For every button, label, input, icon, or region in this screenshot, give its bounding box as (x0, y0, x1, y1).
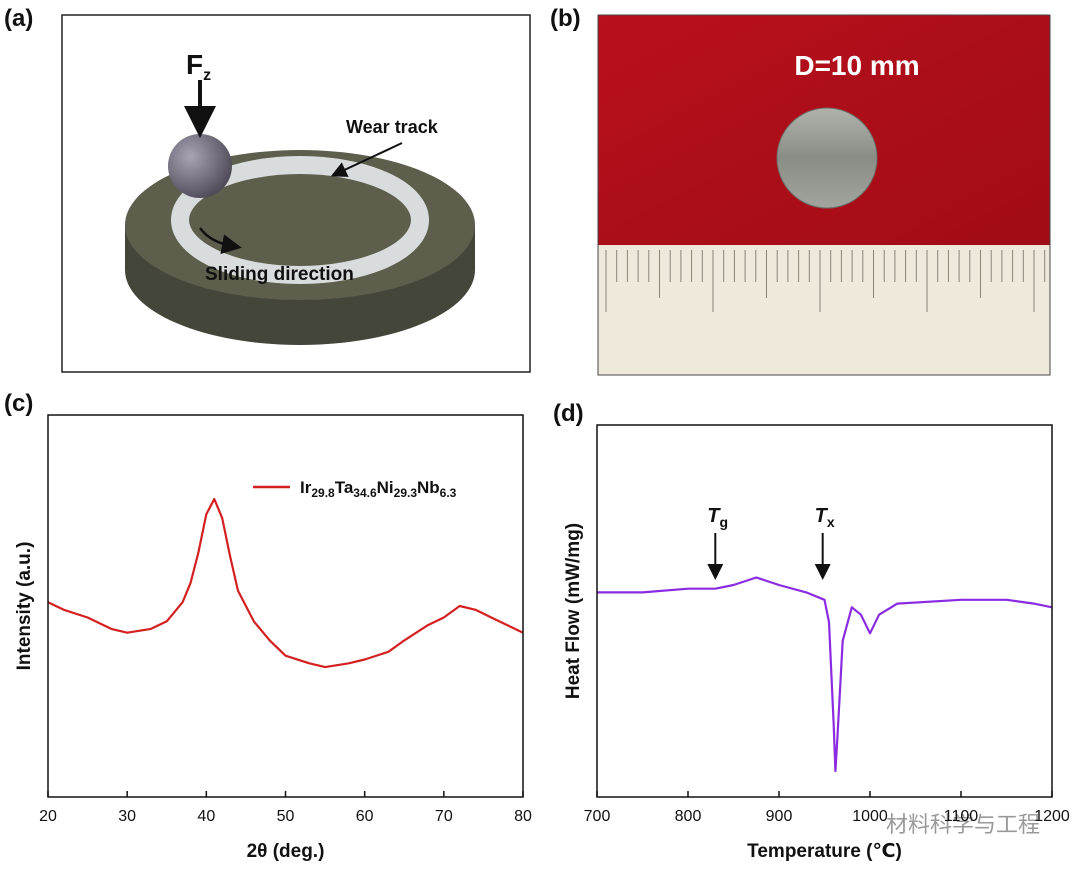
x-tick-label: 700 (584, 808, 611, 825)
x-tick-label: 50 (277, 808, 295, 825)
ruler-ticks (605, 250, 1046, 312)
panel-label: (b) (550, 5, 581, 32)
annotation: Tx (815, 505, 835, 530)
annotation-sub: x (827, 514, 835, 530)
wear-track-arrow (330, 142, 403, 177)
legend-part: Ir (300, 478, 312, 497)
legend-part: Ni (377, 478, 394, 497)
sample-disc (776, 107, 878, 209)
x-tick-label: 70 (435, 808, 453, 825)
data-line (597, 576, 1053, 773)
ruler (598, 245, 1050, 375)
watermark: 材料科学与工程 (886, 812, 1040, 837)
x-tick-label: 1000 (852, 808, 888, 825)
plot-frame (47, 414, 524, 798)
x-tick-label: 800 (675, 808, 702, 825)
x-tick-label: 1200 (1034, 808, 1070, 825)
force-label: Fz (186, 49, 211, 84)
x-tick-label: 40 (197, 808, 215, 825)
annotation: Tg (707, 505, 728, 530)
legend-label: Ir29.8Ta34.6Ni29.3Nb6.3 (300, 478, 457, 500)
x-tick-label: 900 (766, 808, 793, 825)
legend-part: 34.6 (353, 486, 377, 500)
sliding-arrow (198, 227, 242, 255)
annotation-text: T (815, 505, 829, 527)
sliding-label: Sliding direction (205, 264, 354, 285)
y-axis-label: Heat Flow (mW/mg) (563, 523, 584, 699)
legend-part: Nb (417, 478, 440, 497)
y-axis-label: Intensity (a.u.) (14, 542, 35, 671)
legend-part: 29.8 (311, 486, 335, 500)
panel-label: (c) (4, 390, 33, 417)
ball (168, 134, 232, 198)
diameter-label: D=10 mm (794, 50, 919, 81)
annotation-text: T (707, 505, 721, 527)
plot-frame (596, 424, 1053, 798)
force-symbol: F (186, 49, 203, 80)
x-axis-label: Temperature (℃) (747, 841, 902, 862)
x-tick-label: 60 (356, 808, 374, 825)
wear-track (171, 156, 429, 284)
panel-label: (d) (553, 400, 584, 427)
photo-frame (597, 14, 1051, 376)
x-tick-label: 20 (39, 808, 57, 825)
legend-part: Ta (335, 478, 354, 497)
data-line (47, 497, 524, 669)
legend-part: 6.3 (440, 486, 457, 500)
force-sub: z (203, 67, 211, 84)
panel-label: (a) (4, 5, 33, 32)
x-axis-label: 2θ (deg.) (247, 841, 325, 862)
x-tick-label: 80 (514, 808, 532, 825)
legend-part: 29.3 (394, 486, 418, 500)
wear-track-label: Wear track (346, 117, 439, 137)
annotation-sub: g (720, 514, 729, 530)
x-tick-label: 30 (118, 808, 136, 825)
x-tick-label: 1100 (944, 808, 979, 825)
